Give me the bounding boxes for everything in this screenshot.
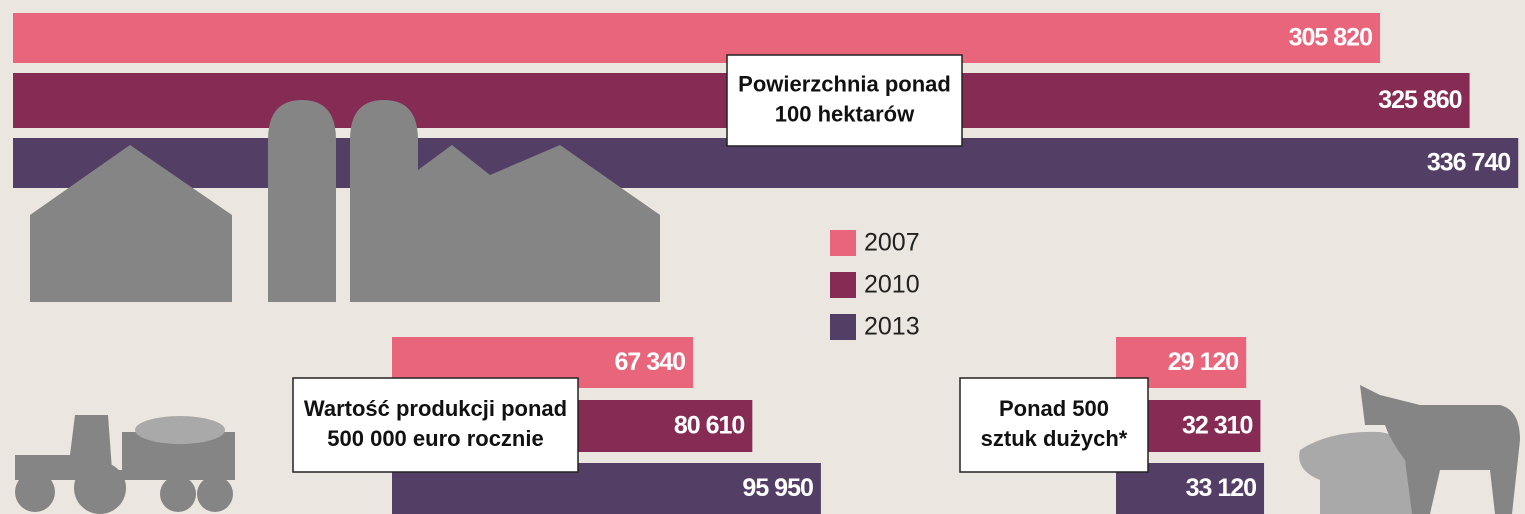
barn-icon	[418, 145, 660, 302]
wheel-icon	[160, 476, 196, 512]
legend-swatch	[830, 272, 856, 298]
value-label: 336 740	[1427, 149, 1510, 177]
box-title: Powierzchnia ponad	[738, 71, 951, 96]
value-label: 33 120	[1186, 474, 1257, 502]
legend-label: 2010	[864, 271, 920, 299]
cow-icon	[1360, 385, 1520, 514]
silo-icon	[268, 100, 336, 302]
value-label: 29 120	[1168, 348, 1239, 376]
value-label: 67 340	[615, 348, 686, 376]
legend-swatch	[830, 230, 856, 256]
pig-icon	[1299, 431, 1430, 514]
value-label: 95 950	[742, 474, 813, 502]
wheel-icon	[15, 472, 55, 512]
value-label: 305 820	[1289, 24, 1372, 52]
box-title: 100 hektarów	[775, 101, 915, 126]
label-box	[959, 377, 1149, 473]
label-box	[726, 54, 963, 147]
icons	[15, 100, 1520, 514]
box-title: 500 000 euro rocznie	[327, 426, 543, 451]
value-label: 325 860	[1378, 86, 1461, 114]
silo-icon	[350, 100, 418, 302]
legend-label: 2007	[864, 229, 920, 257]
value-label: 32 310	[1182, 412, 1253, 440]
wheel-icon	[197, 476, 233, 512]
legend-label: 2013	[864, 313, 920, 341]
wheel-icon	[74, 462, 126, 514]
label-boxes: Powierzchnia ponad 100 hektarów Wartość pr…	[292, 54, 1149, 473]
tractor-icon	[15, 415, 235, 480]
label-box	[292, 377, 579, 473]
barn-icon	[30, 145, 232, 302]
value-label: 80 610	[674, 412, 745, 440]
box-title: Wartość produkcji ponad	[304, 396, 567, 421]
legend: 2007 2010 2013	[830, 229, 920, 341]
bar	[13, 13, 1381, 63]
box-title: Ponad 500	[999, 396, 1109, 421]
legend-swatch	[830, 314, 856, 340]
load-icon	[135, 416, 225, 444]
box-title: sztuk dużych*	[981, 426, 1128, 451]
